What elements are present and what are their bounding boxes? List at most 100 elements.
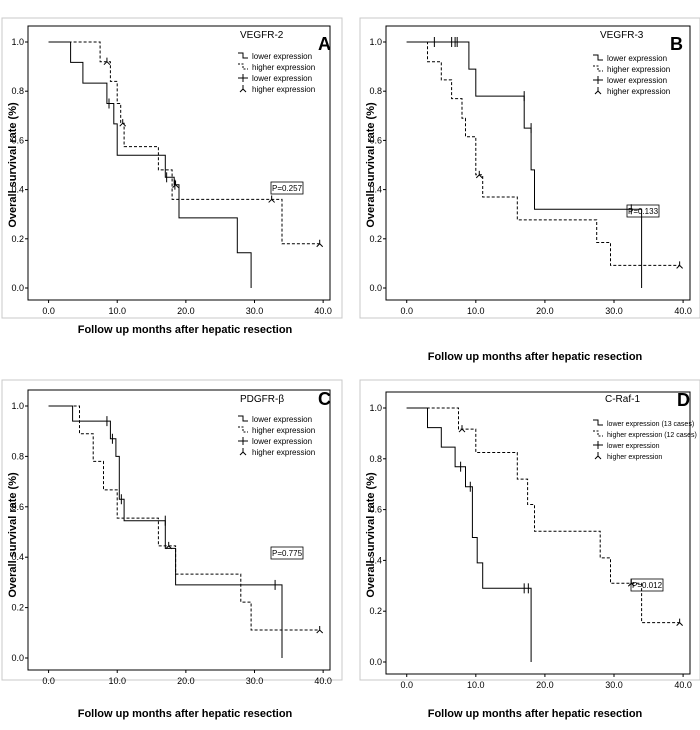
legend-label: lower expression (252, 437, 312, 446)
y-tick-label: 1.0 (11, 401, 24, 411)
censor-mark-higher-0 (165, 541, 173, 550)
panel-frame (1, 17, 343, 319)
y-tick-label: 1.0 (11, 37, 24, 47)
legend-label: higher expression (12 cases) (607, 432, 697, 439)
legend-swatch-higher-censor (239, 85, 247, 93)
y-tick-label: 1.0 (369, 37, 382, 47)
y-tick-label: 0.6 (11, 135, 24, 145)
legend-swatch-lower-censor (593, 441, 603, 449)
x-tick-label: 0.0 (400, 306, 413, 316)
legend-swatch-higher-censor (239, 448, 247, 456)
censor-mark-higher-1 (119, 119, 127, 127)
x-tick-label: 10.0 (467, 306, 485, 316)
x-tick-label: 30.0 (246, 676, 264, 686)
x-axis-label: Follow up months after hepatic resection (428, 708, 643, 720)
x-tick-label: 20.0 (536, 306, 554, 316)
x-tick-label: 20.0 (536, 680, 554, 690)
p-value-box (270, 181, 304, 195)
legend-label: higher expression (252, 63, 315, 72)
x-tick-label: 10.0 (108, 676, 126, 686)
y-tick-label: 0.4 (11, 185, 24, 195)
p-value-label: P=0.257 (272, 184, 303, 193)
legend-label: higher expression (607, 87, 670, 96)
legend-label: higher expression (252, 426, 315, 435)
p-value-box (270, 546, 304, 560)
y-tick-label: 0.4 (369, 555, 382, 565)
y-tick-label: 0.8 (11, 86, 24, 96)
plot-area (385, 391, 691, 675)
y-tick-label: 0.6 (369, 135, 382, 145)
legend-swatch-higher-line (238, 426, 248, 433)
panel-letter: B (670, 34, 683, 54)
censor-mark-higher-2 (172, 180, 179, 189)
plot-area (27, 389, 331, 671)
legend-swatch-lower-censor (238, 437, 248, 445)
y-tick-label: 0.4 (369, 185, 382, 195)
y-axis-label: Overall survival rate (%) (365, 102, 377, 228)
legend-label: lower expression (607, 54, 667, 63)
x-tick-label: 30.0 (246, 306, 264, 316)
censor-mark-higher-0 (475, 170, 483, 179)
y-tick-label: 0.8 (369, 454, 382, 464)
panel-frame (1, 379, 343, 681)
y-tick-label: 0.0 (369, 657, 382, 667)
p-value-label: P=0.775 (272, 549, 303, 558)
x-tick-label: 10.0 (467, 680, 485, 690)
marker-title: VEGFR-3 (600, 30, 644, 41)
panel-letter: C (318, 389, 331, 409)
p-value-label: P=0.133 (628, 207, 659, 216)
x-tick-label: 40.0 (674, 306, 692, 316)
panel-letter: A (318, 34, 331, 54)
legend: lower expression higher expression lower e… (238, 52, 315, 94)
x-tick-label: 40.0 (314, 306, 332, 316)
marker-title: VEGFR-2 (240, 30, 284, 41)
survival-curve-lower-expression (48, 405, 283, 658)
marker-title: C-Raf-1 (605, 394, 640, 405)
censor-mark-higher-4 (316, 239, 324, 248)
survival-curve-higher-expression (48, 41, 320, 245)
x-tick-label: 20.0 (177, 676, 195, 686)
legend-label: higher expression (607, 65, 670, 74)
panel-frame (359, 379, 700, 681)
x-axis-label: Follow up months after hepatic resection (428, 351, 643, 363)
y-tick-label: 0.0 (11, 283, 24, 293)
y-tick-label: 0.2 (369, 606, 382, 616)
x-tick-label: 30.0 (605, 680, 623, 690)
legend-label: lower expression (607, 76, 667, 85)
marker-title: PDGFR-β (240, 394, 284, 405)
y-tick-label: 0.6 (369, 505, 382, 515)
legend-swatch-lower-line (593, 419, 603, 426)
y-tick-label: 0.8 (11, 451, 24, 461)
p-value-box (630, 578, 664, 592)
legend-swatch-lower-censor (238, 74, 248, 82)
y-axis-label: Overall survival rate (%) (7, 102, 19, 228)
x-tick-label: 40.0 (674, 680, 692, 690)
x-tick-label: 30.0 (605, 306, 623, 316)
legend-swatch-lower-censor (593, 76, 603, 84)
censor-mark-higher-2 (676, 618, 683, 626)
y-tick-label: 0.0 (369, 283, 382, 293)
p-value-box (626, 204, 660, 218)
legend-label: lower expression (252, 74, 312, 83)
x-tick-label: 10.0 (108, 306, 126, 316)
y-tick-label: 1.0 (369, 403, 382, 413)
x-axis-label: Follow up months after hepatic resection (78, 708, 293, 720)
legend-swatch-higher-censor (594, 452, 602, 460)
x-tick-label: 0.0 (42, 676, 55, 686)
x-tick-label: 0.0 (42, 306, 55, 316)
censor-mark-higher-0 (103, 57, 111, 66)
panel-c: 0.0 0.2 0.4 0.6 0.8 1.0 0.0 10.0 20.0 30.0 40.0 Fol… (1, 379, 343, 720)
legend-label: higher expression (607, 454, 662, 461)
censor-mark-higher-1 (316, 626, 324, 634)
panel-a: 0.0 0.2 0.4 0.6 0.8 1.0 0.0 10.0 20.0 30.0 40.0 Fol… (1, 17, 343, 336)
p-value-label: P=0.012 (632, 581, 663, 590)
y-tick-label: 0.2 (369, 234, 382, 244)
plot-area (27, 25, 331, 301)
y-axis-label: Overall survival rate (%) (365, 472, 377, 598)
y-tick-label: 0.6 (11, 502, 24, 512)
legend-swatch-lower-line (238, 52, 248, 59)
legend-swatch-higher-line (593, 430, 603, 437)
legend: lower expression higher expression lower e… (238, 415, 315, 457)
survival-curve-lower-expression (48, 41, 252, 288)
panel-letter: D (677, 390, 690, 410)
